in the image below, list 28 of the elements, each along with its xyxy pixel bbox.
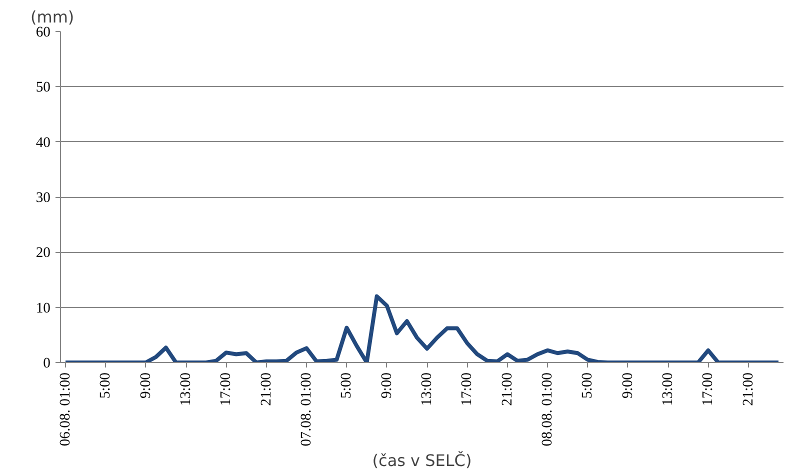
y-tick-label: 30 bbox=[36, 190, 50, 206]
y-tick-label: 20 bbox=[36, 245, 50, 262]
x-tick-label: 17:00 bbox=[459, 372, 476, 406]
x-tick-label: 08.08. 01:00 bbox=[540, 372, 556, 446]
x-axis-title: (čas v SELČ) bbox=[372, 451, 472, 470]
x-tick-label: 5:00 bbox=[580, 372, 596, 399]
y-tick-label: 60 bbox=[36, 24, 50, 40]
x-tick-label: 13:00 bbox=[178, 372, 194, 406]
x-tick-label: 5:00 bbox=[338, 372, 355, 399]
x-tick-label: 9:00 bbox=[620, 372, 636, 399]
x-tick-label: 13:00 bbox=[419, 372, 436, 406]
x-tick-label: 21:00 bbox=[740, 372, 756, 406]
x-tick-label: 06.08. 01:00 bbox=[58, 372, 74, 446]
x-tick-label: 9:00 bbox=[378, 372, 395, 399]
x-tick-label: 21:00 bbox=[499, 372, 516, 406]
line-series bbox=[64, 294, 780, 362]
x-tick-label: 21:00 bbox=[258, 372, 274, 406]
x-tick-label: 17:00 bbox=[218, 372, 234, 406]
y-tick-label: 50 bbox=[36, 80, 50, 96]
x-tick-label: 17:00 bbox=[700, 372, 716, 406]
y-axis-title: (mm) bbox=[30, 8, 74, 26]
x-tick-label: 13:00 bbox=[660, 372, 676, 406]
y-tick-label: 0 bbox=[43, 356, 50, 372]
y-tick-label: 10 bbox=[36, 300, 50, 316]
x-tick-label: 5:00 bbox=[98, 372, 114, 399]
y-tick-label: 40 bbox=[36, 134, 50, 151]
x-tick-label: 07.08. 01:00 bbox=[298, 372, 315, 446]
x-tick-label: 9:00 bbox=[138, 372, 154, 399]
